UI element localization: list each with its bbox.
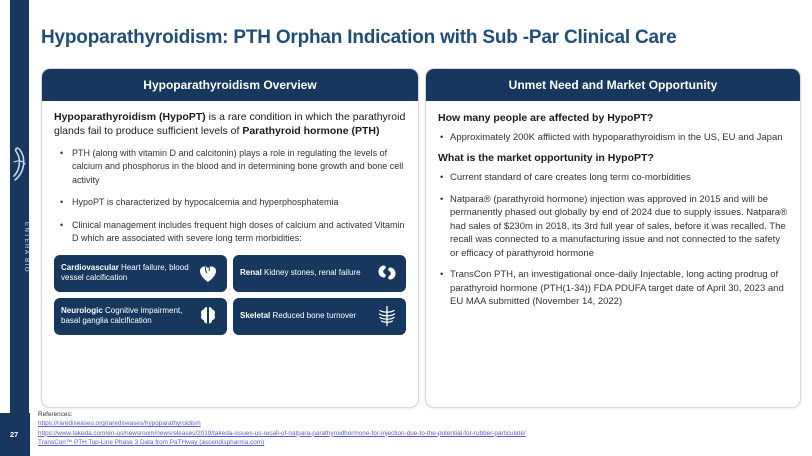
morbidity-label: Cardiovascular [61, 262, 119, 272]
entera-bio-swoosh-logo-icon [11, 140, 28, 188]
overview-bullet: • PTH (along with vitamin D and calciton… [60, 147, 406, 188]
morbidity-desc: Kidney stones, renal failure [264, 268, 361, 278]
morbidity-neurologic: Neurologic Cognitive impairment, basal g… [54, 297, 227, 335]
bullet-marker: • [440, 193, 444, 205]
bullet-text: Current standard of care creates long te… [450, 172, 691, 184]
ribcage-icon [375, 304, 399, 328]
morbidity-desc: Cognitive impairment, basal ganglia calc… [61, 305, 183, 326]
morbidity-desc: Reduced bone turnover [272, 311, 357, 321]
market-panel: Unmet Need and Market Opportunity How ma… [425, 68, 801, 408]
reference-link-takeda-recall[interactable]: https://www.takeda.com/en-us/newsroom/ne… [38, 429, 526, 437]
page-number: 27 [10, 430, 19, 439]
bullet-text: Approximately 200K afflicted with hypopa… [450, 132, 783, 143]
bullet-text: Natpara® (parathyroid hormone) injection… [450, 193, 788, 259]
bullet-text: Clinical management includes frequent hi… [72, 219, 405, 244]
brand-name: ENTERA BIO [23, 222, 29, 274]
overview-bullet: • Clinical management includes frequent … [60, 219, 406, 246]
bullet-text: PTH (along with vitamin D and calcitonin… [72, 147, 404, 185]
morbidity-cardiovascular: Cardiovascular Heart failure, blood vess… [54, 254, 227, 292]
overview-panel: Hypoparathyroidism Overview Hypoparathyr… [41, 68, 419, 408]
bullet-text: HypoPT is characterized by hypocalcemia … [72, 197, 339, 208]
heart-icon [196, 261, 220, 285]
bullet-marker: • [440, 172, 444, 184]
market-bullet: • Current standard of care creates long … [440, 171, 788, 184]
market-bullet: • TransCon PTH, an investigational once-… [440, 268, 788, 308]
morbidity-label: Skeletal [240, 311, 271, 321]
intro-bold-pth: Parathyroid hormone (PTH) [242, 125, 380, 138]
bullet-marker: • [60, 219, 64, 230]
morbidity-grid: Cardiovascular Heart failure, blood vess… [54, 254, 406, 335]
bullet-marker: • [60, 147, 64, 158]
reference-link-transcon-pth[interactable]: TransCon™ PTH Top-Line Phase 3 Data from… [38, 438, 265, 446]
references: References: https://rarediseases.org/rar… [38, 410, 808, 447]
kidneys-icon [375, 261, 399, 285]
morbidity-skeletal: Skeletal Reduced bone turnover [233, 297, 406, 335]
slide-title: Hypoparathyroidism: PTH Orphan Indicatio… [41, 27, 677, 48]
overview-intro: Hypoparathyroidism (HypoPT) is a rare co… [54, 110, 406, 139]
morbidity-desc: Heart failure, blood vessel calcificatio… [61, 262, 189, 283]
bullet-marker: • [60, 197, 64, 208]
market-panel-body: How many people are affected by HypoPT? … [426, 101, 800, 325]
brain-icon [196, 304, 220, 328]
reference-link-rarediseases[interactable]: https://rarediseases.org/rarediseases/hy… [38, 420, 201, 428]
intro-normal: is a rare condition in which the parathy… [54, 111, 406, 138]
morbidity-label: Renal [240, 268, 262, 278]
morbidity-label: Neurologic [61, 305, 103, 315]
overview-bullet: • HypoPT is characterized by hypocalcemi… [60, 196, 406, 210]
references-label: References: [38, 411, 73, 418]
overview-panel-body: Hypoparathyroidism (HypoPT) is a rare co… [42, 101, 418, 343]
market-panel-header: Unmet Need and Market Opportunity [426, 69, 800, 101]
bullet-marker: • [440, 269, 444, 281]
overview-panel-header: Hypoparathyroidism Overview [42, 69, 418, 101]
market-bullet: • Natpara® (parathyroid hormone) injecti… [440, 193, 788, 260]
intro-bold-hypopt: Hypoparathyroidism (HypoPT) [54, 111, 206, 123]
bullet-marker: • [440, 132, 444, 143]
market-bullet: • Approximately 200K afflicted with hypo… [440, 131, 788, 144]
bullet-text: TransCon PTH, an investigational once-da… [450, 269, 784, 308]
question-market-opportunity: What is the market opportunity in HypoPT… [438, 152, 654, 165]
morbidity-renal: Renal Kidney stones, renal failure [233, 254, 406, 292]
page-number-block: 27 [0, 413, 30, 456]
brand-rail: ENTERA BIO [10, 0, 29, 456]
question-people-affected: How many people are affected by HypoPT? [438, 112, 654, 124]
